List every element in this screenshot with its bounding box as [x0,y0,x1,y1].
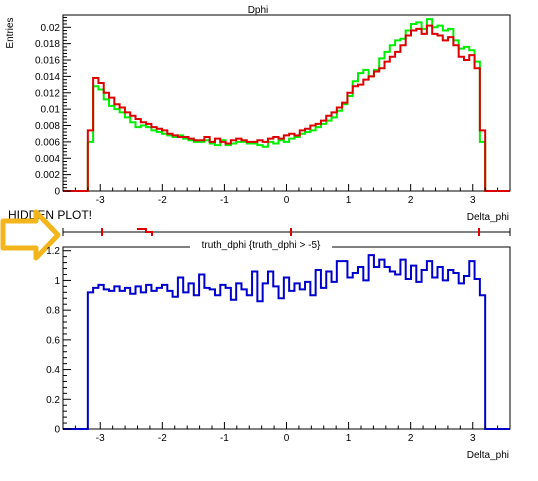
y-tick-label: 0.6 [46,335,60,346]
y-tick-label: 0.2 [46,395,60,406]
x-tick-label: 2 [408,433,414,444]
hidden-plot-strip [62,228,511,236]
x-tick-label: 0 [284,433,290,444]
y-tick-label: 0.8 [46,306,60,317]
y-tick-label: 0 [54,187,60,198]
top-ylabel: Entries [5,17,16,48]
hidden-plot-mark [137,228,153,236]
top-title: Dphi [248,5,269,16]
y-tick-label: 1 [54,276,60,287]
bottom-title-bg [190,238,332,251]
arrow-icon [0,209,61,261]
top-plot-frame [62,14,511,192]
top-histogram-panel: -3 -2 -1 0 1 2 3 0 0.002 0.004 0.006 0.008 0.01 0.012… [5,5,511,223]
y-tick-label: 0.018 [35,39,60,50]
x-tick-label: 3 [470,433,476,444]
y-tick-label: 0.006 [35,137,60,148]
x-tick-label: 2 [408,195,414,206]
top-xlabel: Delta_phi [467,212,509,223]
x-tick-label: -1 [220,195,229,206]
bottom-title: truth_dphi {truth_dphi > -5} [202,240,321,251]
bottom-xlabel: Delta_phi [467,450,509,461]
histogram-series-1 [63,254,510,430]
bottom-histogram-panel: -3 -2 -1 0 1 2 3 0 0.2 0.4 0.6 0.8 1 1.2 truth_dphi {… [46,238,511,461]
x-tick-label: -2 [158,195,167,206]
x-tick-label: 1 [346,195,352,206]
y-tick-label: 0.014 [35,72,60,83]
y-tick-label: 0.012 [35,88,60,99]
x-tick-label: 1 [346,433,352,444]
x-tick-label: -3 [96,433,105,444]
x-tick-label: -2 [158,433,167,444]
y-tick-label: 0.02 [41,23,61,34]
y-tick-label: 0.002 [35,170,60,181]
histogram-series-2 [63,24,510,192]
y-tick-label: 0.004 [35,154,60,165]
x-tick-label: -3 [96,195,105,206]
y-tick-label: 0.01 [41,105,61,116]
x-tick-label: 0 [284,195,290,206]
y-tick-label: 0 [54,425,60,436]
y-tick-label: 0.008 [35,121,60,132]
x-tick-label: 3 [470,195,476,206]
x-tick-label: -1 [220,433,229,444]
y-tick-label: 1.2 [46,246,60,257]
y-tick-label: 0.4 [46,365,60,376]
y-tick-label: 0.016 [35,56,60,67]
histogram-series-1 [63,18,510,192]
